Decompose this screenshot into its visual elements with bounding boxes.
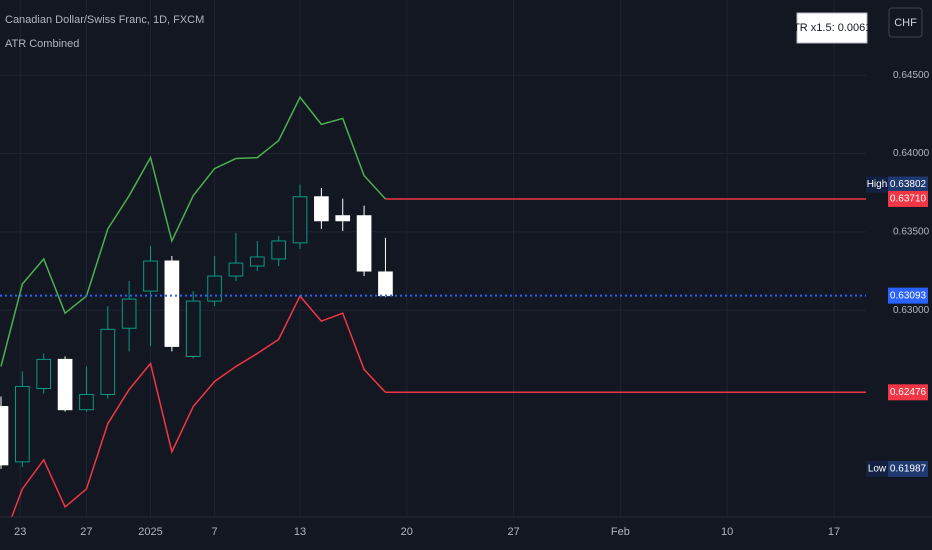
price-label-box	[888, 176, 928, 193]
candle-body	[271, 240, 286, 260]
candle-body	[57, 358, 73, 411]
chart-title: Canadian Dollar/Swiss Franc, 1D, FXCM	[5, 14, 204, 26]
annotation: ATR x1.5: 0.00617	[787, 22, 878, 34]
price-axis: 0.630000.635000.640000.645000.63802High0…	[866, 70, 930, 477]
candle-body	[79, 393, 94, 411]
atr-line	[0, 95, 387, 367]
x-tick-label: 7	[212, 526, 218, 538]
candle-body	[185, 300, 201, 357]
y-tick-label: 0.64000	[893, 148, 930, 159]
x-tick-label: 17	[828, 526, 840, 538]
candle-body	[207, 275, 222, 302]
candle-body	[378, 271, 393, 297]
price-label-name: High	[867, 179, 888, 190]
x-tick-label: Feb	[611, 526, 630, 538]
plot-area	[0, 95, 866, 517]
atr-line	[10, 294, 386, 517]
candle-body	[335, 215, 351, 222]
indicator-name: ATR Combined	[5, 38, 79, 50]
candle-body	[121, 298, 137, 329]
x-tick-label: 10	[721, 526, 733, 538]
price-label-box	[888, 460, 928, 477]
x-tick-label: 27	[507, 526, 519, 538]
price-label-tag	[866, 460, 888, 477]
candle-body	[356, 215, 372, 272]
price-label-box	[888, 384, 928, 401]
price-label-name: Low	[868, 464, 887, 475]
x-tick-label: 2025	[138, 526, 162, 538]
grid	[0, 0, 866, 517]
candle-body	[292, 196, 308, 244]
price-label-value: 0.63093	[890, 290, 927, 301]
candle-body	[228, 262, 244, 277]
y-tick-label: 0.63500	[893, 227, 930, 238]
price-label-tag	[866, 176, 888, 193]
x-tick-label: 13	[294, 526, 306, 538]
x-tick-label: 23	[14, 526, 26, 538]
x-tick-label: 27	[80, 526, 92, 538]
price-label-box	[888, 190, 928, 207]
price-label-value: 0.61987	[890, 464, 927, 475]
candle-body	[100, 328, 116, 395]
y-tick-label: 0.63000	[893, 305, 930, 316]
price-label-value: 0.63802	[890, 179, 927, 190]
candle-body	[164, 260, 180, 347]
price-label-box	[888, 287, 928, 304]
candle-body	[0, 406, 9, 466]
candle-body	[36, 358, 52, 390]
candle-body	[249, 256, 265, 267]
currency[interactable]: CHF	[894, 17, 917, 29]
x-tick-label: 20	[401, 526, 413, 538]
currency-button[interactable]	[888, 7, 923, 38]
price-label-value: 0.62476	[890, 387, 927, 398]
price-label-value: 0.63710	[890, 194, 927, 205]
annotation-box	[796, 12, 868, 44]
candle-body	[15, 385, 30, 463]
candle-body	[314, 196, 329, 222]
candle-body	[143, 260, 158, 292]
y-tick-label: 0.64500	[893, 70, 930, 81]
